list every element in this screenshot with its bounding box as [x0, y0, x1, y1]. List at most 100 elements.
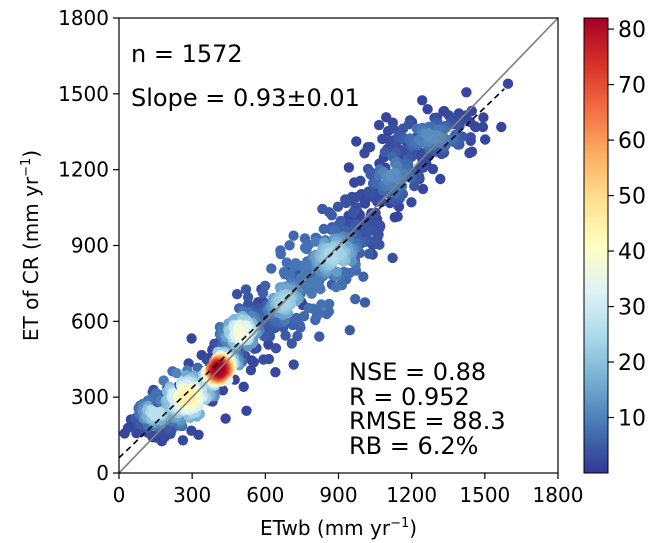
data-point — [496, 121, 507, 133]
data-point — [435, 173, 446, 185]
data-point — [310, 276, 321, 287]
data-point — [119, 428, 130, 439]
x-tick-label: 1200 — [386, 483, 437, 507]
data-point — [284, 269, 296, 280]
data-point — [233, 328, 245, 340]
data-point — [359, 148, 370, 159]
y-tick-label: 1200 — [58, 158, 109, 182]
data-point — [280, 330, 291, 341]
data-point — [417, 183, 429, 195]
y-tick-label: 600 — [71, 309, 109, 333]
colorbar-tick-label: 70 — [618, 74, 646, 99]
colorbar-tick-label: 40 — [618, 240, 646, 265]
n-annotation: n = 1572 — [131, 40, 243, 68]
colorbar — [583, 17, 609, 474]
data-point — [301, 243, 312, 255]
data-point — [238, 381, 249, 392]
x-axis-label-exponent: −1 — [390, 516, 409, 531]
fit-line — [119, 88, 505, 459]
data-point — [288, 230, 299, 241]
data-point — [288, 359, 299, 370]
data-point — [343, 162, 355, 173]
data-point — [427, 130, 438, 141]
y-tick-label: 1500 — [58, 82, 109, 106]
data-point — [389, 212, 400, 223]
data-point — [422, 104, 433, 115]
colorbar-ticks: 10 20 30 40 50 60 70 80 — [608, 18, 646, 432]
x-tick-label: 600 — [246, 483, 284, 507]
data-point — [361, 223, 372, 234]
data-point — [231, 289, 243, 300]
colorbar-tick-label: 80 — [618, 18, 646, 43]
data-point — [461, 87, 472, 98]
data-point — [220, 413, 231, 424]
data-point — [351, 136, 362, 147]
data-point — [275, 248, 286, 260]
data-point — [316, 299, 327, 310]
y-tick-label: 0 — [96, 461, 109, 485]
x-axis-ticks: 0 300 600 900 1200 1500 1800 — [113, 473, 584, 507]
data-point — [292, 330, 303, 342]
data-point — [379, 147, 390, 158]
data-point — [241, 405, 252, 416]
data-point — [286, 338, 297, 349]
data-point — [480, 134, 491, 145]
data-point — [416, 151, 427, 163]
data-point — [387, 252, 398, 264]
data-point — [358, 271, 369, 282]
data-point — [331, 266, 342, 277]
rb-stat: RB = 6.2% — [349, 432, 478, 460]
data-point — [260, 280, 271, 291]
data-point — [177, 435, 189, 446]
data-point — [318, 223, 329, 235]
lines-layer — [119, 18, 558, 473]
data-point — [186, 333, 197, 344]
data-point — [365, 210, 376, 221]
data-point — [324, 298, 335, 310]
data-point — [478, 112, 489, 123]
y-axis-label: ET of CR (mm yr−1) — [19, 150, 43, 341]
data-point — [289, 261, 300, 272]
data-point — [281, 257, 292, 268]
slope-annotation: Slope = 0.93±0.01 — [131, 84, 360, 112]
data-point — [263, 353, 275, 365]
data-point — [371, 235, 382, 246]
data-point — [417, 95, 428, 106]
data-point — [366, 187, 377, 198]
data-point — [303, 302, 314, 314]
data-point — [427, 163, 439, 175]
data-point — [386, 170, 397, 182]
data-point — [502, 78, 514, 89]
y-axis-label-exponent: −1 — [19, 158, 34, 177]
data-point — [310, 236, 321, 247]
x-tick-label: 1800 — [533, 483, 584, 507]
colorbar-tick-label: 30 — [618, 296, 646, 321]
y-tick-label: 900 — [71, 234, 109, 258]
data-point — [323, 306, 334, 317]
data-point — [248, 357, 259, 368]
y-tick-label: 1800 — [58, 6, 109, 30]
data-point — [332, 201, 344, 212]
rmse-stat: RMSE = 88.3 — [349, 407, 506, 435]
colorbar-tick-label: 10 — [618, 407, 646, 432]
data-point — [347, 207, 359, 218]
data-point — [465, 132, 476, 143]
colorbar-tick-label: 50 — [618, 185, 646, 210]
data-point — [477, 121, 489, 133]
x-tick-label: 0 — [113, 483, 126, 507]
data-point — [469, 121, 481, 132]
data-point — [330, 281, 342, 293]
data-point — [363, 248, 375, 259]
data-point — [344, 325, 355, 336]
x-tick-label: 900 — [319, 483, 357, 507]
data-point — [284, 240, 295, 251]
data-point — [266, 263, 277, 274]
data-point — [270, 367, 281, 378]
y-tick-label: 300 — [71, 385, 109, 409]
data-point — [245, 365, 257, 376]
data-point — [242, 292, 254, 303]
x-tick-label: 300 — [173, 483, 211, 507]
data-point — [406, 197, 417, 208]
data-point — [355, 175, 366, 186]
